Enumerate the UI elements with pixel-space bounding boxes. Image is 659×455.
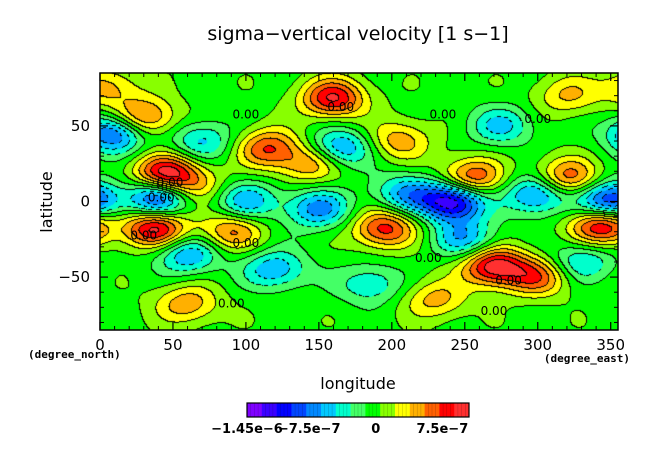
- contour-label-9: 0.00: [495, 274, 522, 288]
- colorbar-swatch-13: [439, 403, 455, 417]
- colorbar-frame: [246, 402, 470, 418]
- colorbar-swatch-3: [291, 403, 307, 417]
- colorbar-swatch-10: [395, 403, 411, 417]
- contour-label-0: 0.00: [327, 100, 354, 114]
- x-axis-label: longitude: [320, 374, 395, 393]
- colorbar-swatch-7: [350, 403, 366, 417]
- colorbar-swatch-11: [409, 403, 425, 417]
- contour-label-6: 0.00: [130, 228, 157, 242]
- colorbar-swatch-8: [365, 403, 381, 417]
- x-tick-label-150: 150: [305, 336, 334, 354]
- x-tick-label-100: 100: [232, 336, 261, 354]
- field-heatmap: [100, 73, 618, 330]
- colorbar-tick-label-3: 7.5e−7: [416, 422, 468, 437]
- colorbar-swatch-0: [247, 403, 263, 417]
- x-tick-label-350: 350: [596, 336, 625, 354]
- x-tick-label-0: 0: [95, 336, 105, 354]
- x-tick-label-50: 50: [163, 336, 182, 354]
- contour-label-10: 0.00: [218, 296, 245, 310]
- x-tick-label-250: 250: [450, 336, 479, 354]
- colorbar-swatch-9: [380, 403, 396, 417]
- colorbar-tick-label-2: 0: [371, 422, 380, 437]
- x-tick-label-200: 200: [378, 336, 407, 354]
- contour-label-5: 0.00: [148, 191, 175, 205]
- colorbar-tick-label-0: −1.45e−6: [211, 422, 283, 437]
- contour-label-2: 0.00: [430, 107, 457, 121]
- plot-area: 0.00 0.00 0.00 0.00 0.00 0.00 0.00 0.00 0.00 0.00…: [99, 72, 619, 331]
- contour-label-8: 0.00: [415, 251, 442, 265]
- contour-label-3: 0.00: [524, 112, 551, 126]
- y-tick-label-0: 0: [80, 193, 90, 211]
- contour-label-1: 0.00: [233, 107, 260, 121]
- y-unit-label: (degree_north): [28, 348, 121, 361]
- colorbar-swatch-12: [424, 403, 440, 417]
- colorbar-swatch-5: [321, 403, 337, 417]
- colorbar-swatch-14: [454, 403, 470, 417]
- colorbar-swatch-6: [335, 403, 351, 417]
- colorbar-swatch-2: [276, 403, 292, 417]
- chart-title: sigma−vertical velocity [1 s−1]: [207, 23, 508, 45]
- y-axis: −50 0 50: [58, 80, 618, 323]
- contour-label-group: 0.00 0.00 0.00 0.00 0.00 0.00 0.00 0.00 0.00 0.00…: [130, 100, 551, 318]
- y-tick-label--50: −50: [58, 268, 90, 286]
- colorbar-swatch-4: [306, 403, 322, 417]
- x-unit-label: (degree_east): [544, 352, 630, 365]
- contour-label-7: 0.00: [233, 236, 260, 250]
- colorbar-swatch-1: [261, 403, 277, 417]
- x-tick-label-300: 300: [523, 336, 552, 354]
- contour-label-4: 0.00: [157, 175, 184, 189]
- contour-label-11: 0.00: [481, 304, 508, 318]
- y-tick-label-50: 50: [71, 117, 90, 135]
- x-axis: 0 50 100 150 200 250 300 350: [95, 73, 625, 354]
- colorbar-tick-label-1: −7.5e−7: [278, 422, 341, 437]
- colorbar: −1.45e−6−7.5e−7 0 7.5e−7: [211, 402, 470, 437]
- y-axis-label: latitude: [37, 171, 56, 232]
